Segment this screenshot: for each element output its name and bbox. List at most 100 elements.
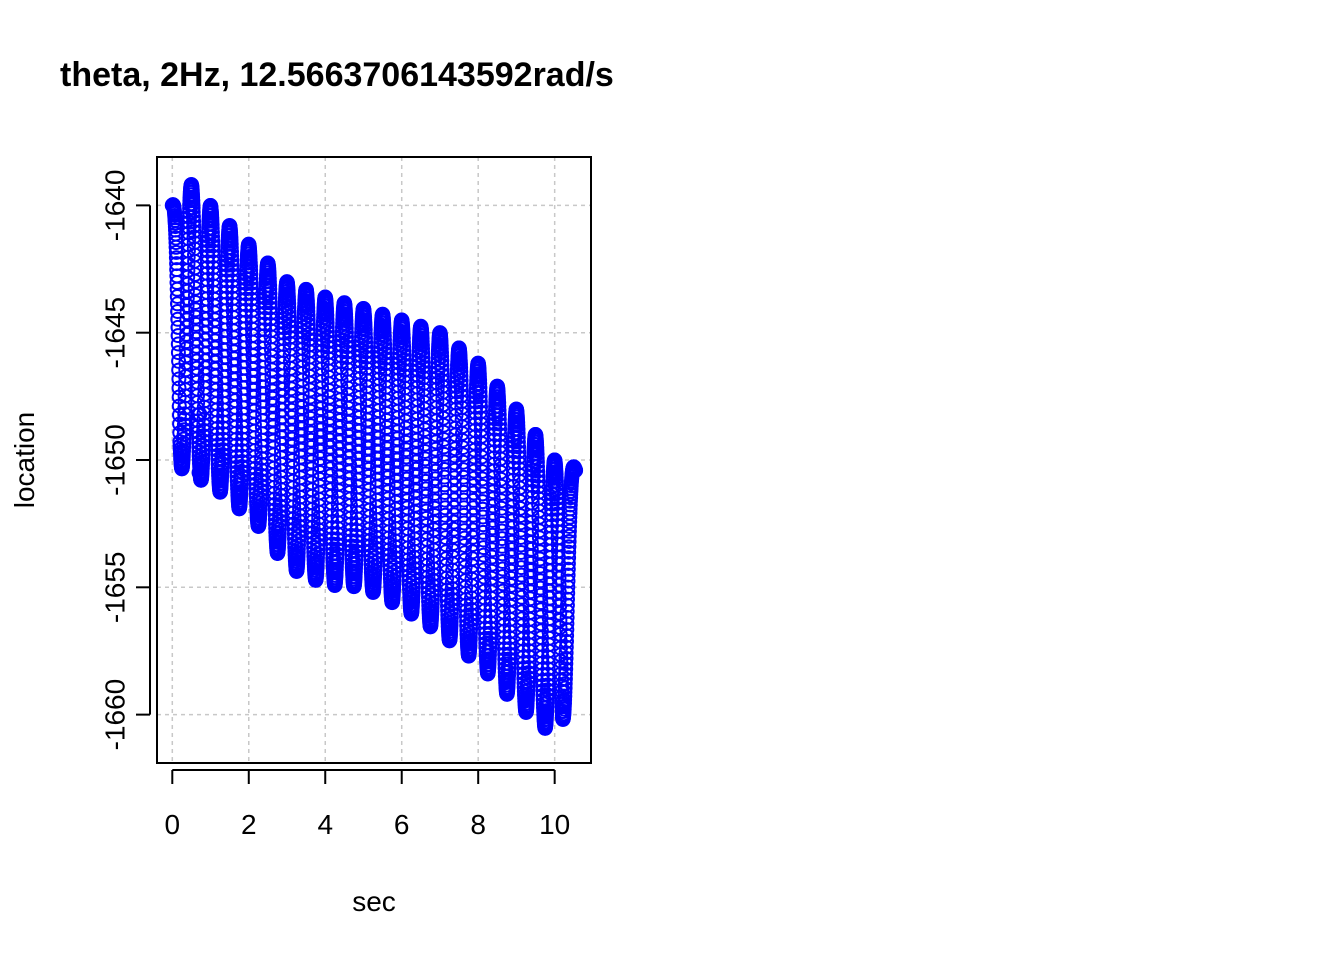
data-point	[532, 573, 548, 589]
data-point	[170, 345, 186, 361]
data-point	[380, 463, 396, 478]
data-point	[475, 517, 491, 533]
data-point	[387, 550, 403, 565]
data-point	[263, 305, 278, 321]
data-point	[560, 573, 576, 589]
data-point	[551, 570, 567, 586]
data-point	[503, 563, 519, 579]
data-point	[568, 462, 584, 478]
data-point	[436, 462, 452, 477]
data-point	[425, 572, 441, 588]
data-point	[453, 383, 469, 398]
data-point	[520, 670, 536, 685]
data-point	[409, 439, 425, 455]
data-point	[272, 513, 288, 529]
data-point	[186, 229, 202, 245]
data-point	[262, 290, 278, 306]
data-point	[226, 337, 242, 353]
data-point	[338, 325, 354, 340]
data-point	[368, 540, 384, 556]
data-point	[501, 646, 517, 662]
data-point	[539, 687, 555, 703]
data-point	[456, 500, 472, 516]
data-point	[559, 633, 574, 649]
data-point	[425, 577, 441, 593]
data-point	[437, 492, 453, 508]
data-point	[513, 552, 529, 568]
data-point	[380, 470, 396, 486]
data-point	[262, 295, 278, 311]
data-point	[380, 477, 396, 493]
data-point	[453, 377, 469, 393]
data-point	[300, 316, 316, 332]
data-point	[533, 587, 549, 603]
data-point	[406, 571, 421, 586]
data-point	[540, 682, 555, 698]
data-point	[272, 508, 288, 524]
data-point	[456, 507, 472, 523]
data-point	[522, 584, 538, 600]
data-point	[475, 509, 491, 525]
data-point	[494, 546, 510, 562]
data-point	[415, 349, 431, 365]
data-point	[474, 471, 490, 487]
data-point	[179, 312, 195, 328]
data-point	[407, 504, 423, 520]
data-point	[558, 639, 574, 655]
data-point	[482, 625, 498, 641]
data-point	[377, 336, 393, 352]
data-point	[284, 445, 300, 461]
x-axis: 0 2 4 6 8 10	[165, 769, 570, 840]
data-point	[284, 424, 300, 440]
data-point	[301, 326, 317, 342]
data-point	[494, 531, 510, 547]
data-point	[482, 620, 498, 636]
data-point	[185, 209, 201, 224]
data-point	[319, 319, 335, 335]
data-point	[426, 529, 442, 545]
data-point	[205, 229, 220, 244]
data-point	[339, 334, 355, 350]
data-point	[530, 459, 545, 474]
data-point	[293, 428, 309, 444]
y-tick-label: -1655	[99, 551, 130, 623]
data-point	[560, 556, 576, 571]
data-point	[386, 559, 402, 575]
data-point	[436, 454, 452, 470]
data-point	[492, 416, 507, 432]
chart-title-clip: theta, 2Hz, 12.5663706143592rad/s	[60, 56, 672, 106]
data-point	[339, 350, 355, 366]
data-point	[350, 451, 366, 467]
data-point	[513, 545, 529, 560]
data-point	[370, 444, 386, 460]
data-point	[482, 639, 498, 655]
data-point	[253, 487, 268, 503]
data-point	[310, 532, 326, 548]
data-point	[303, 439, 319, 455]
data-point	[234, 463, 250, 479]
data-point	[484, 527, 500, 543]
data-point	[557, 671, 573, 687]
data-point	[532, 537, 547, 553]
data-point	[348, 543, 364, 559]
data-point	[389, 452, 405, 468]
data-point	[377, 341, 393, 357]
data-point	[463, 607, 479, 623]
data-point	[475, 532, 491, 548]
data-point	[303, 425, 319, 441]
data-point	[284, 417, 300, 433]
data-point	[224, 252, 240, 268]
data-point	[224, 273, 240, 289]
data-point	[284, 438, 300, 454]
data-point	[512, 508, 528, 524]
data-point	[418, 481, 434, 497]
data-point	[379, 441, 395, 457]
data-point	[446, 485, 462, 500]
data-point	[367, 554, 383, 570]
data-point	[511, 444, 527, 460]
x-axis-label: sec	[352, 886, 396, 917]
data-point	[456, 492, 472, 508]
data-point	[358, 330, 373, 346]
data-point	[243, 266, 259, 282]
data-point	[504, 549, 519, 565]
